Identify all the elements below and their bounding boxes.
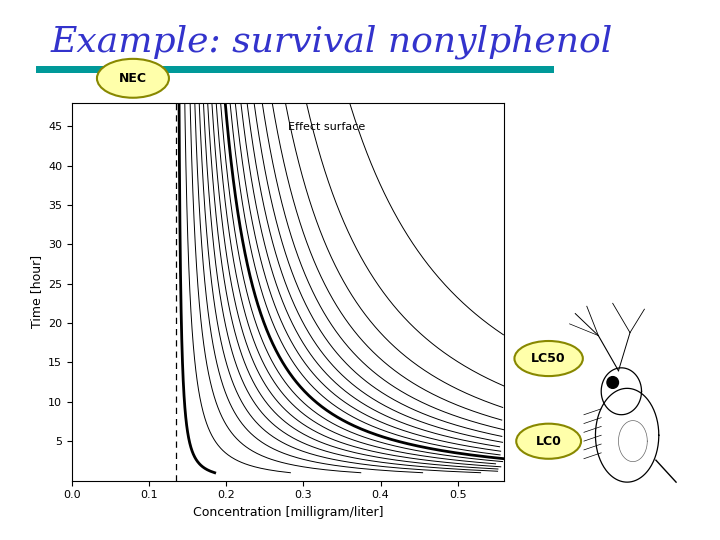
Text: Example: survival nonylphenol: Example: survival nonylphenol bbox=[50, 24, 613, 59]
Text: LC50: LC50 bbox=[531, 352, 566, 365]
Text: NEC: NEC bbox=[119, 72, 147, 85]
Text: Effect surface: Effect surface bbox=[288, 122, 365, 132]
Y-axis label: Time [hour]: Time [hour] bbox=[30, 255, 42, 328]
X-axis label: Concentration [milligram/liter]: Concentration [milligram/liter] bbox=[193, 506, 383, 519]
Text: LC0: LC0 bbox=[536, 435, 562, 448]
Circle shape bbox=[607, 376, 618, 388]
